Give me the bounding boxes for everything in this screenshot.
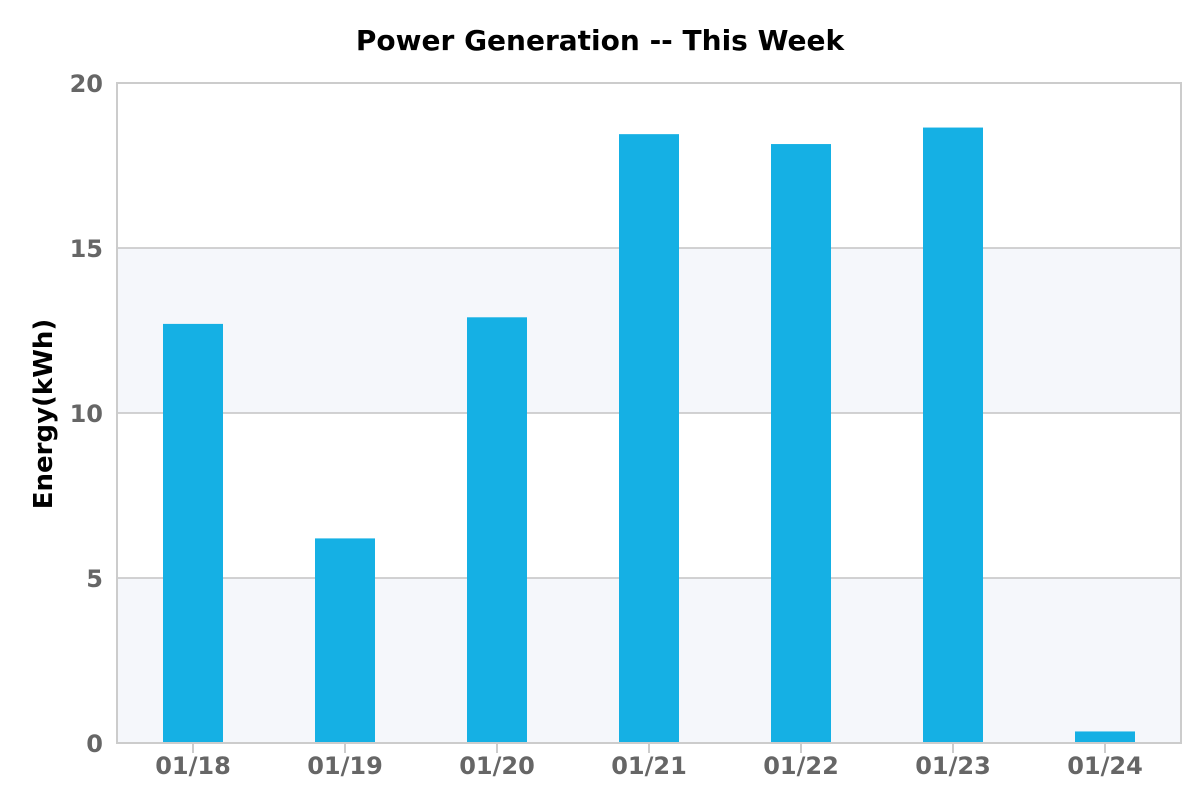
- bars: [163, 127, 1135, 744]
- bar-01-22: [771, 144, 831, 744]
- x-tick-label: 01/19: [307, 752, 383, 780]
- bar-01-20: [467, 317, 527, 743]
- y-tick-labels: 0 5 10 15 20: [70, 70, 103, 758]
- y-tick-label: 0: [86, 730, 103, 758]
- x-tick-labels: 01/18 01/19 01/20 01/21 01/22 01/23 01/24: [155, 743, 1143, 780]
- x-tick-label: 01/20: [459, 752, 535, 780]
- x-tick-label: 01/18: [155, 752, 231, 780]
- bar-01-21: [619, 134, 679, 743]
- y-tick-label: 20: [70, 70, 103, 98]
- bar-01-23: [923, 127, 983, 744]
- x-tick-label: 01/22: [763, 752, 839, 780]
- x-tick-label: 01/21: [611, 752, 687, 780]
- y-tick-label: 5: [86, 565, 103, 593]
- y-axis-label: Energy(kWh): [29, 319, 59, 510]
- bar-01-19: [315, 538, 375, 743]
- chart-title: Power Generation -- This Week: [356, 24, 846, 57]
- bar-01-24: [1075, 731, 1135, 743]
- bar-01-18: [163, 323, 223, 743]
- x-tick-label: 01/24: [1067, 752, 1143, 780]
- x-tick-label: 01/23: [915, 752, 991, 780]
- y-tick-label: 10: [70, 400, 103, 428]
- y-tick-label: 15: [70, 235, 103, 263]
